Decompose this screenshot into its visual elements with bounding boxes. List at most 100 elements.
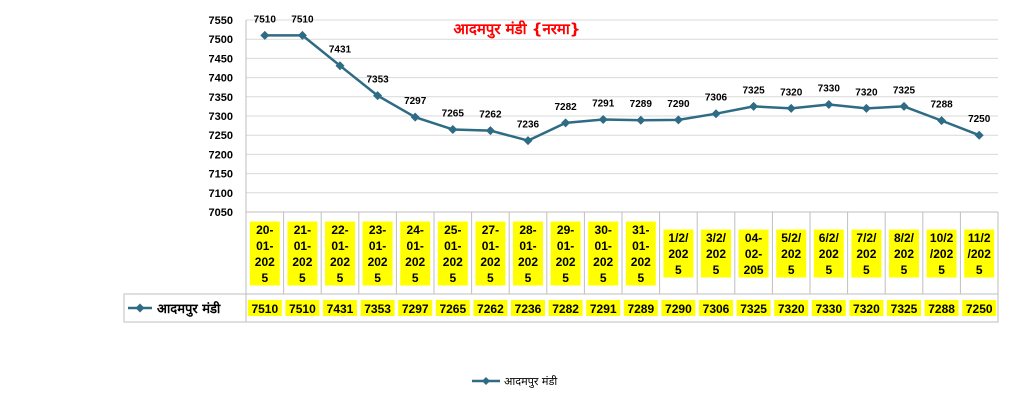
table-cell-value: 7510 — [251, 302, 278, 316]
table-cell-value: 7290 — [665, 302, 692, 316]
data-point — [598, 114, 608, 124]
category-label: 11/2 — [968, 231, 991, 245]
data-point — [561, 118, 571, 128]
data-label: 7236 — [517, 120, 540, 131]
y-tick-label: 7400 — [209, 73, 233, 85]
table-cell-value: 7306 — [703, 302, 730, 316]
category-label: 5 — [901, 263, 908, 277]
gridlines — [246, 19, 998, 213]
y-tick-label: 7050 — [209, 207, 233, 219]
category-label: 27- — [482, 223, 499, 237]
legend-marker — [482, 377, 490, 385]
category-highlight — [400, 221, 431, 286]
category-label: 24- — [407, 223, 424, 237]
category-label: 5 — [713, 263, 720, 277]
table-cell-value: 7297 — [402, 302, 429, 316]
data-label: 7431 — [329, 45, 352, 56]
data-point — [937, 116, 947, 126]
category-label: 5/2/ — [781, 231, 802, 245]
table-cell-highlight — [473, 300, 508, 316]
category-label: 21- — [294, 223, 311, 237]
series-line-group: 7510 7510 7431 7353 7297 7265 7262 7236 7282 7291… — [254, 14, 991, 146]
data-label: 7320 — [780, 87, 803, 98]
category-highlight — [738, 229, 769, 278]
table-cell-highlight — [962, 300, 997, 316]
data-label: 7289 — [630, 99, 653, 110]
category-label: 5 — [261, 271, 268, 285]
table-cell-highlight — [511, 300, 545, 316]
category-label: 202 — [631, 255, 651, 269]
y-tick-label: 7550 — [209, 15, 233, 27]
chart-title: आदमपुर मंडी {नरमा} — [454, 20, 581, 39]
table-cell-value: 7265 — [439, 302, 466, 316]
category-label: 3/2/ — [706, 231, 727, 245]
table-cell-highlight — [623, 300, 658, 316]
data-label: 7510 — [291, 14, 314, 25]
table-cell-highlight — [247, 300, 282, 316]
category-highlight — [776, 229, 807, 278]
table-cell-value: 7291 — [590, 302, 617, 316]
table-cell-value: 7431 — [327, 302, 354, 316]
table-cell-value: 7262 — [477, 302, 504, 316]
data-label: 7306 — [705, 93, 728, 104]
table-cell-highlight — [586, 300, 621, 316]
category-label: 01- — [557, 239, 574, 253]
category-label: 5 — [976, 263, 983, 277]
category-label: 202 — [819, 247, 839, 261]
category-highlight — [437, 221, 468, 286]
table-cell-value: 7236 — [515, 302, 542, 316]
category-label: 5 — [487, 271, 494, 285]
y-tick-label: 7300 — [209, 111, 233, 123]
category-label: 202 — [480, 255, 500, 269]
category-highlight — [813, 229, 844, 278]
y-tick-label: 7100 — [209, 188, 233, 200]
category-label: 29- — [557, 223, 574, 237]
category-label: 1/2/ — [668, 231, 689, 245]
category-label: 202 — [330, 255, 350, 269]
data-label: 7353 — [366, 75, 389, 86]
category-highlight — [249, 221, 280, 286]
category-highlight — [663, 229, 694, 278]
category-label: 202 — [292, 255, 312, 269]
category-highlight — [362, 221, 393, 286]
data-point — [373, 91, 383, 101]
category-label: 31- — [632, 223, 649, 237]
legend: आदमपुर मंडी — [472, 375, 557, 388]
category-label: 20- — [256, 223, 273, 237]
data-point — [410, 112, 420, 122]
category-label: 02- — [745, 247, 762, 261]
data-point — [523, 136, 533, 146]
series-line — [264, 34, 980, 142]
table-cell-highlight — [924, 300, 959, 316]
table-cell-highlight — [360, 300, 395, 316]
category-highlight — [964, 229, 995, 278]
category-label: 01- — [482, 239, 499, 253]
category-label: 202 — [856, 247, 876, 261]
table-cell-value: 7353 — [364, 302, 391, 316]
category-label: 205 — [744, 263, 764, 277]
y-tick-label: 7500 — [209, 34, 233, 46]
data-label: 7265 — [442, 108, 465, 119]
category-label: 01- — [256, 239, 273, 253]
table-cell-value: 7325 — [740, 302, 767, 316]
category-label: 01- — [369, 239, 386, 253]
category-label: 5 — [938, 263, 945, 277]
table-cell-highlight — [285, 300, 320, 316]
table-cell-highlight — [887, 300, 921, 316]
category-label: 202 — [706, 247, 726, 261]
data-point — [260, 30, 270, 40]
data-point — [861, 103, 871, 113]
category-label: 202 — [368, 255, 388, 269]
data-point — [711, 109, 721, 119]
category-label: 5 — [525, 271, 532, 285]
table-cell-highlight — [548, 300, 583, 316]
data-label: 7325 — [893, 85, 916, 96]
data-label: 7250 — [968, 114, 991, 125]
table-cell-value: 7330 — [815, 302, 842, 316]
category-label: 202 — [668, 247, 688, 261]
category-highlight — [287, 221, 318, 286]
category-highlight — [588, 221, 619, 286]
category-label: 5 — [337, 271, 344, 285]
table-cell-highlight — [774, 300, 809, 316]
category-label: 01- — [595, 239, 612, 253]
